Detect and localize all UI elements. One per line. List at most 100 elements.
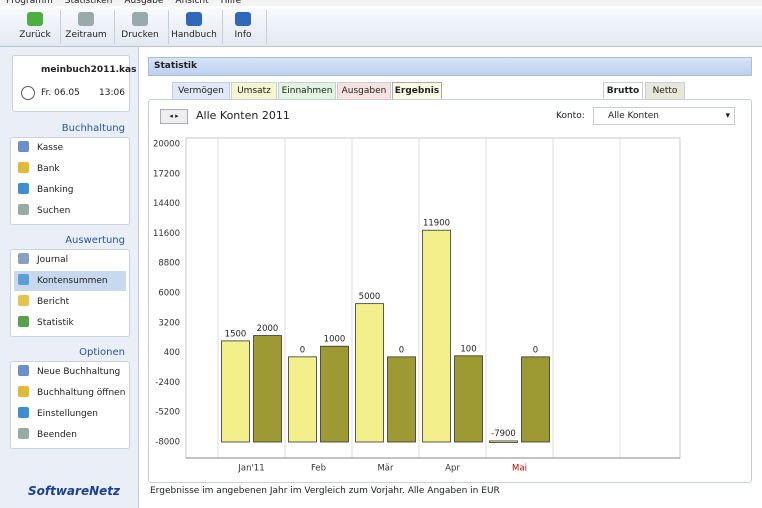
button-icon (78, 12, 94, 26)
chart: 20000172001440011600880060003200400-2400… (153, 137, 681, 474)
y-tick-label: 17200 (153, 169, 180, 179)
nav-label: Bericht (37, 297, 70, 307)
button-icon (235, 12, 251, 26)
toolbar-button[interactable]: Info (220, 10, 267, 44)
y-tick-label: 20000 (153, 140, 180, 150)
section-box (10, 137, 130, 225)
section-title: Buchhaltung (61, 123, 125, 134)
nav-icon (18, 253, 29, 264)
logo: SoftwareNetz (28, 484, 120, 498)
y-tick-label: 8800 (158, 259, 180, 269)
toolbar-button[interactable]: Zurück (10, 10, 61, 44)
file-box: meinbuch2011.kas Fr. 06.05 13:06 (12, 55, 136, 112)
bar (320, 345, 349, 443)
dropdown-arrow: ▾ (725, 111, 730, 121)
y-tick-label: 11600 (153, 229, 180, 239)
bar (489, 440, 518, 443)
konto-dropdown[interactable]: Alle Konten ▾ (593, 107, 735, 125)
value-label: 2000 (257, 324, 279, 334)
bar (288, 356, 317, 443)
tab[interactable]: Ausgaben (337, 82, 391, 99)
nav-label: Suchen (37, 206, 71, 216)
section-title: Optionen (79, 347, 125, 358)
nav-icon (18, 386, 29, 397)
y-tick-label: -5200 (155, 408, 180, 418)
button-label: Handbuch (171, 30, 217, 40)
menu-item[interactable]: Statistiken (64, 0, 113, 6)
toolbar-button[interactable]: Drucken (112, 10, 169, 44)
menu-item[interactable]: Ausgabe (124, 0, 164, 6)
toolbar-button[interactable]: Zeitraum (58, 10, 115, 44)
nav-item[interactable]: Banking (14, 180, 126, 200)
value-label: 1000 (324, 335, 346, 345)
y-tick-label: 14400 (153, 199, 180, 209)
section-box (10, 361, 130, 449)
y-tick-label: 3200 (158, 318, 180, 328)
nav-item[interactable]: Einstellungen (14, 404, 126, 424)
nav-icon (18, 365, 29, 376)
x-tick-label: Mai (512, 464, 527, 474)
menu-item[interactable]: Hilfe (220, 0, 242, 6)
file-date: Fr. 06.05 (41, 88, 80, 98)
nav-label: Kasse (37, 143, 64, 153)
toolbar-button[interactable]: Handbuch (166, 10, 223, 44)
value-label: 0 (533, 345, 538, 355)
konto-value: Alle Konten (608, 111, 659, 121)
nav-label: Journal (37, 255, 69, 265)
x-tick-label: Jan'11 (237, 464, 264, 474)
view-tab[interactable]: Brutto (603, 82, 643, 99)
konto-label: Konto: (556, 111, 585, 121)
button-label: Info (234, 30, 252, 40)
value-label: 100 (460, 344, 476, 354)
nav-label: Neue Buchhaltung (37, 367, 121, 377)
menu-item[interactable]: Programm (6, 0, 53, 6)
tab[interactable]: Einnahmen (278, 82, 336, 99)
button-label: Zurück (19, 30, 51, 40)
nav-item[interactable]: Suchen (14, 201, 126, 221)
nav-item[interactable]: Kasse (14, 138, 126, 158)
button-label: Drucken (121, 30, 159, 40)
nav-item[interactable]: Beenden (14, 425, 126, 445)
bar (521, 356, 550, 443)
section-title: Auswertung (65, 235, 125, 246)
nav-icon (18, 316, 29, 327)
button-icon (27, 12, 43, 26)
clock-icon (21, 86, 35, 100)
nav-label: Buchhaltung öffnen (37, 388, 126, 398)
nav-item[interactable]: Buchhaltung öffnen (14, 383, 126, 403)
nav-label: Kontensummen (37, 276, 108, 286)
nav-label: Beenden (37, 430, 77, 440)
nav-icon (18, 204, 29, 215)
value-label: 0 (300, 345, 305, 355)
chart-title: Alle Konten 2011 (196, 109, 290, 122)
nav-icon (18, 428, 29, 439)
button-icon (132, 12, 148, 26)
tab[interactable]: Ergebnis (392, 82, 442, 99)
section-box (10, 249, 130, 337)
nav-item[interactable]: Kontensummen (14, 271, 126, 291)
nav-item[interactable]: Bank (14, 159, 126, 179)
nav-item[interactable]: Neue Buchhaltung (14, 362, 126, 382)
nav-label: Einstellungen (37, 409, 99, 419)
y-tick-label: -8000 (155, 438, 180, 448)
view-tab[interactable]: Netto (645, 82, 685, 99)
nav-icon (18, 183, 29, 194)
menu-item[interactable]: Ansicht (175, 0, 209, 6)
nav-icon (18, 274, 29, 285)
nav-item[interactable]: Journal (14, 250, 126, 270)
y-tick-label: 6000 (158, 289, 180, 299)
y-tick-label: 400 (164, 348, 180, 358)
nav-arrows[interactable]: ◂ ▸ (160, 109, 188, 124)
tab[interactable]: Vermögen (172, 82, 230, 99)
chart-panel (148, 99, 752, 483)
x-tick-label: Apr (445, 464, 460, 474)
nav-item[interactable]: Bericht (14, 292, 126, 312)
nav-label: Statistik (37, 318, 74, 328)
section-header: Statistik (148, 57, 752, 76)
bar (454, 355, 483, 443)
bar (387, 356, 416, 443)
tab[interactable]: Umsatz (231, 82, 277, 99)
value-label: 0 (399, 345, 404, 355)
nav-item[interactable]: Statistik (14, 313, 126, 333)
